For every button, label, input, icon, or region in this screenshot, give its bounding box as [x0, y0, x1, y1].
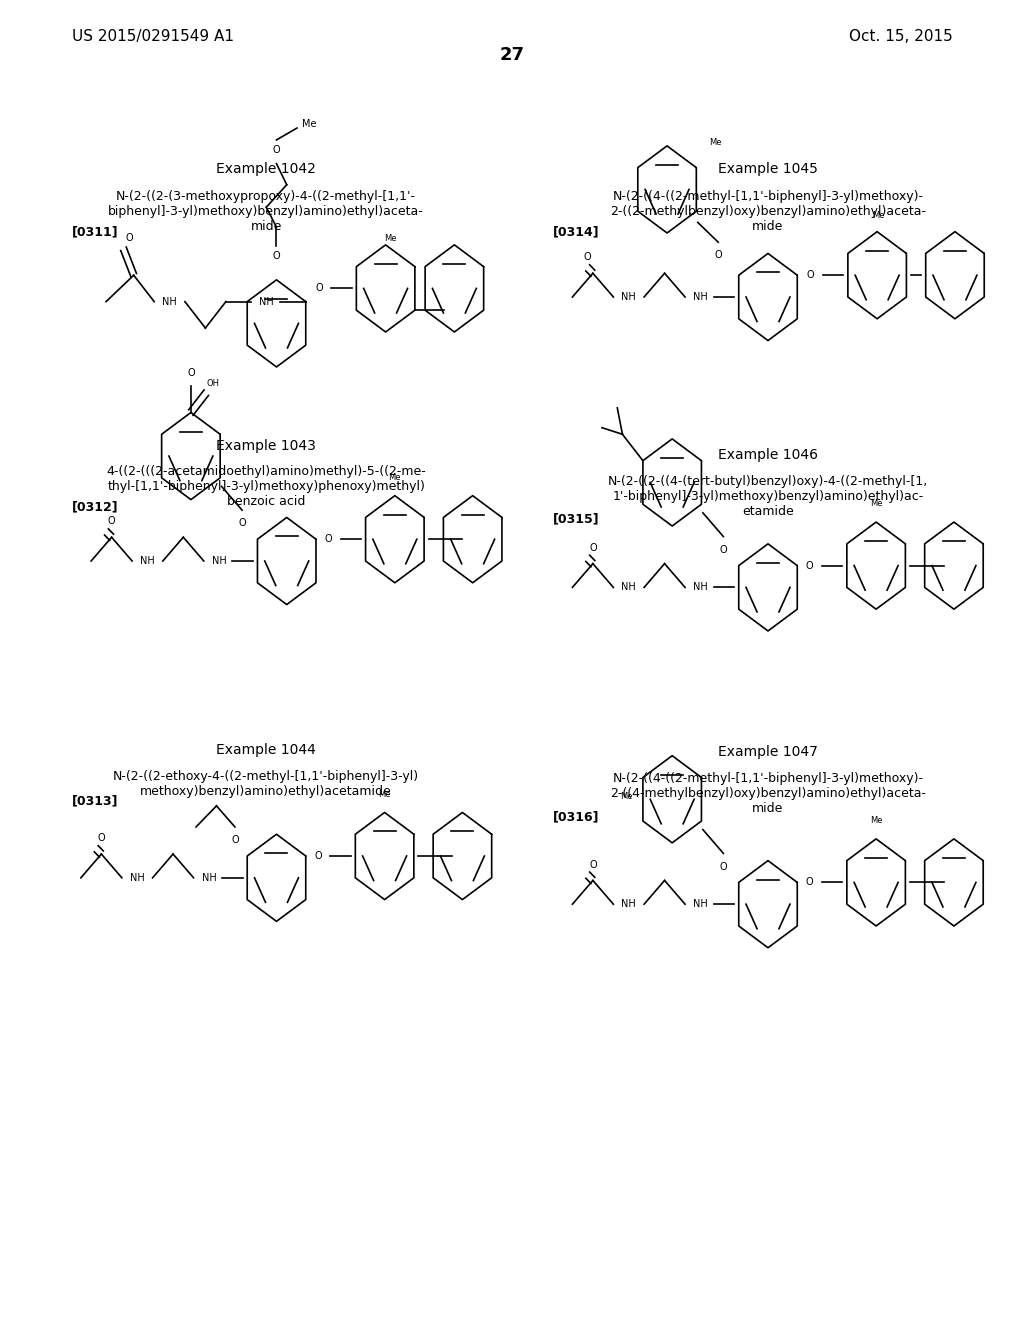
- Text: [0314]: [0314]: [553, 226, 600, 239]
- Text: Example 1046: Example 1046: [718, 449, 818, 462]
- Text: O: O: [589, 543, 597, 553]
- Text: OH: OH: [207, 379, 220, 388]
- Text: N-(2-((4-((2-methyl-[1,1'-biphenyl]-3-yl)methoxy)-
2-((2-methylbenzyl)oxy)benzyl: N-(2-((4-((2-methyl-[1,1'-biphenyl]-3-yl…: [610, 190, 926, 234]
- Text: Example 1043: Example 1043: [216, 440, 316, 453]
- Text: [0313]: [0313]: [72, 795, 118, 808]
- Text: O: O: [97, 833, 105, 843]
- Text: Example 1045: Example 1045: [718, 162, 818, 176]
- Text: NH: NH: [693, 899, 708, 909]
- Text: US 2015/0291549 A1: US 2015/0291549 A1: [72, 29, 233, 45]
- Text: O: O: [807, 271, 814, 280]
- Text: [0312]: [0312]: [72, 500, 119, 513]
- Text: O: O: [715, 251, 722, 260]
- Text: O: O: [126, 234, 133, 243]
- Text: O: O: [589, 859, 597, 870]
- Text: Oct. 15, 2015: Oct. 15, 2015: [849, 29, 952, 45]
- Text: NH: NH: [693, 582, 708, 593]
- Text: O: O: [325, 535, 332, 544]
- Text: N-(2-((2-((4-(tert-butyl)benzyl)oxy)-4-((2-methyl-[1,
1'-biphenyl]-3-yl)methoxy): N-(2-((2-((4-(tert-butyl)benzyl)oxy)-4-(…: [608, 475, 928, 519]
- Text: [0315]: [0315]: [553, 512, 600, 525]
- Text: [0316]: [0316]: [553, 810, 599, 824]
- Text: O: O: [584, 252, 592, 263]
- Text: O: O: [315, 284, 323, 293]
- Text: NH: NH: [130, 873, 144, 883]
- Text: Me: Me: [869, 499, 883, 508]
- Text: Me: Me: [388, 473, 401, 482]
- Text: NH: NH: [693, 292, 708, 302]
- Text: O: O: [239, 519, 246, 528]
- Text: NH: NH: [202, 873, 216, 883]
- Text: Example 1047: Example 1047: [718, 746, 818, 759]
- Text: Me: Me: [620, 792, 633, 801]
- Text: Me: Me: [709, 139, 722, 147]
- Text: NH: NH: [622, 292, 636, 302]
- Text: O: O: [806, 561, 813, 570]
- Text: O: O: [187, 368, 195, 378]
- Text: N-(2-((2-(3-methoxypropoxy)-4-((2-methyl-[1,1'-
biphenyl]-3-yl)methoxy)benzyl)am: N-(2-((2-(3-methoxypropoxy)-4-((2-methyl…: [109, 190, 424, 234]
- Text: NH: NH: [622, 899, 636, 909]
- Text: NH: NH: [212, 556, 226, 566]
- Text: NH: NH: [140, 556, 155, 566]
- Text: O: O: [720, 862, 727, 871]
- Text: 27: 27: [500, 46, 524, 65]
- Text: N-(2-((4-((2-methyl-[1,1'-biphenyl]-3-yl)methoxy)-
2-((4-methylbenzyl)oxy)benzyl: N-(2-((4-((2-methyl-[1,1'-biphenyl]-3-yl…: [610, 772, 926, 816]
- Text: O: O: [108, 516, 116, 527]
- Text: N-(2-((2-ethoxy-4-((2-methyl-[1,1'-biphenyl]-3-yl)
methoxy)benzyl)amino)ethyl)ac: N-(2-((2-ethoxy-4-((2-methyl-[1,1'-biphe…: [114, 770, 419, 797]
- Text: O: O: [806, 878, 813, 887]
- Text: NH: NH: [622, 582, 636, 593]
- Text: Example 1042: Example 1042: [216, 162, 316, 176]
- Text: Me: Me: [378, 789, 391, 799]
- Text: NH: NH: [162, 297, 177, 306]
- Text: Me: Me: [302, 119, 316, 129]
- Text: O: O: [314, 851, 322, 861]
- Text: [0311]: [0311]: [72, 226, 119, 239]
- Text: Example 1044: Example 1044: [216, 743, 316, 756]
- Text: O: O: [272, 251, 281, 261]
- Text: 4-((2-(((2-acetamidoethyl)amino)methyl)-5-((2-me-
thyl-[1,1'-biphenyl]-3-yl)meth: 4-((2-(((2-acetamidoethyl)amino)methyl)-…: [106, 465, 426, 508]
- Text: O: O: [272, 145, 281, 156]
- Text: NH: NH: [259, 297, 274, 306]
- Text: Me: Me: [869, 816, 883, 825]
- Text: Me: Me: [384, 234, 397, 243]
- Text: O: O: [231, 836, 239, 845]
- Text: Me: Me: [872, 211, 885, 220]
- Text: O: O: [720, 545, 727, 554]
